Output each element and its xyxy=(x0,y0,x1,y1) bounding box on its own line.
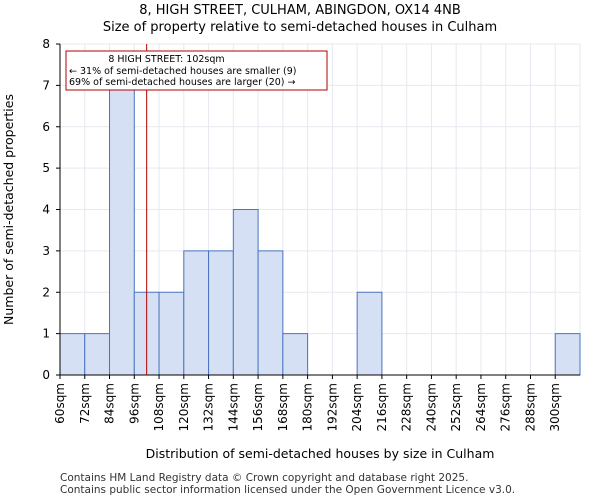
x-tick-label: 192sqm xyxy=(325,383,339,431)
histogram-bar xyxy=(282,333,309,376)
x-tick-label: 264sqm xyxy=(474,383,488,431)
histogram-bar xyxy=(554,333,581,376)
x-tick-label: 216sqm xyxy=(375,383,389,431)
x-tick-label: 180sqm xyxy=(301,383,315,431)
x-tick-label: 84sqm xyxy=(103,383,117,424)
histogram-bar xyxy=(59,333,86,376)
chart-subtitle: Size of property relative to semi-detach… xyxy=(102,20,498,35)
histogram-bar xyxy=(208,250,234,376)
histogram-bar xyxy=(109,84,135,376)
footer-licence: Contains public sector information licen… xyxy=(60,484,516,496)
histogram-bar xyxy=(183,250,210,376)
y-tick-label: 2 xyxy=(42,285,50,299)
x-tick-label: 204sqm xyxy=(350,383,364,431)
y-tick-label: 0 xyxy=(42,368,50,382)
histogram-chart: 0 1 2 3 4 5 6 7 8 60sqm 72sqm 84sqm 96sqm 108sqm 120sq… xyxy=(1,37,581,461)
histogram-bar xyxy=(232,209,259,376)
x-tick-label: 60sqm xyxy=(53,383,67,424)
x-tick-label: 276sqm xyxy=(499,383,513,431)
x-tick-label: 228sqm xyxy=(400,383,414,431)
y-tick-label: 3 xyxy=(42,244,50,258)
histogram-bar xyxy=(84,333,111,376)
x-tick-label: 120sqm xyxy=(177,383,191,431)
y-tick-label: 4 xyxy=(42,203,50,217)
y-tick-label: 1 xyxy=(42,327,50,341)
annotation-title: 8 HIGH STREET: 102sqm xyxy=(108,54,224,65)
y-tick-label: 6 xyxy=(42,120,50,134)
x-tick-label: 132sqm xyxy=(202,383,216,431)
x-tick-label: 252sqm xyxy=(449,383,463,431)
x-tick-label: 288sqm xyxy=(523,383,537,431)
x-tick-label: 156sqm xyxy=(251,383,265,431)
x-axis-label: Distribution of semi-detached houses by … xyxy=(146,446,495,461)
y-tick-label: 5 xyxy=(42,161,50,175)
y-axis-label: Number of semi-detached properties xyxy=(1,94,16,325)
histogram-bar xyxy=(257,250,284,376)
x-tick-label: 300sqm xyxy=(548,383,562,431)
y-tick-label: 8 xyxy=(42,37,50,51)
chart-title-address: 8, HIGH STREET, CULHAM, ABINGDON, OX14 4… xyxy=(139,3,461,18)
annotation-smaller: ← 31% of semi-detached houses are smalle… xyxy=(69,66,297,77)
x-tick-label: 144sqm xyxy=(226,383,240,431)
histogram-bar xyxy=(158,291,185,376)
histogram-bar xyxy=(356,291,383,376)
annotation-larger: 69% of semi-detached houses are larger (… xyxy=(69,77,296,88)
x-tick-label: 96sqm xyxy=(127,383,141,424)
x-tick-label: 168sqm xyxy=(276,383,290,431)
x-tick-label: 240sqm xyxy=(424,383,438,431)
x-tick-label: 108sqm xyxy=(152,383,166,431)
footer-copyright: Contains HM Land Registry data © Crown c… xyxy=(60,472,469,484)
x-tick-label: 72sqm xyxy=(78,383,92,424)
annotation-box xyxy=(65,50,328,91)
y-tick-label: 7 xyxy=(42,78,50,92)
